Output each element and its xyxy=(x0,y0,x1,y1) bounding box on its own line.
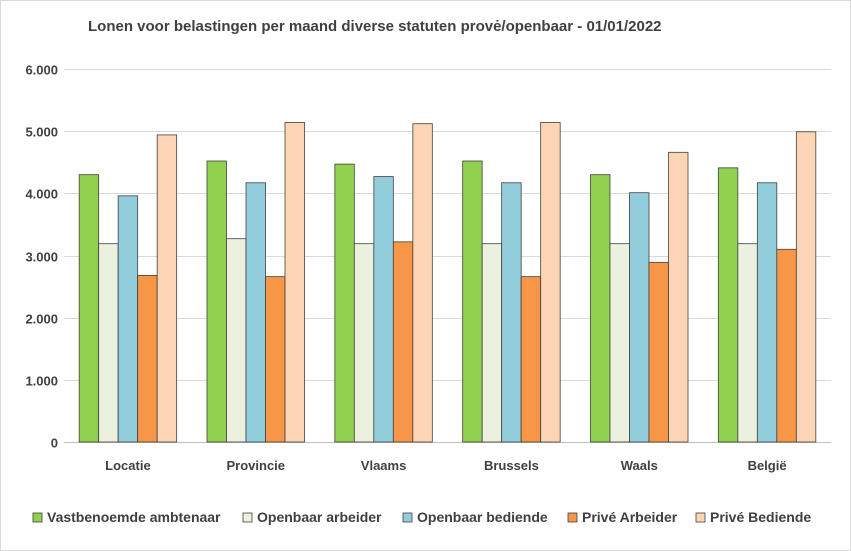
legend-label: Vastbenoemde ambtenaar xyxy=(47,509,221,525)
bar xyxy=(648,261,669,443)
legend-label: Privé Arbeider xyxy=(582,509,678,525)
bar xyxy=(737,243,758,443)
y-tick-label: 1.000 xyxy=(25,374,58,389)
gridlines xyxy=(64,69,831,443)
bar xyxy=(520,276,542,443)
y-tick-label: 0 xyxy=(51,436,58,451)
bar xyxy=(776,248,797,443)
legend-label: Openbaar bediende xyxy=(417,509,548,525)
y-tick-label: 2.000 xyxy=(25,312,58,327)
x-category-label: Vlaams xyxy=(361,458,407,473)
y-tick-label: 5.000 xyxy=(25,125,58,140)
legend: Vastbenoemde ambtenaar Openbaar arbeider O… xyxy=(32,509,811,525)
bar xyxy=(540,122,561,443)
bar xyxy=(137,274,158,443)
legend-label: Privé Bediende xyxy=(710,509,811,525)
legend-swatch xyxy=(32,512,43,523)
bar xyxy=(265,276,286,443)
bar xyxy=(717,167,739,443)
x-category-label: Brussels xyxy=(484,458,539,473)
y-tick-label: 4.000 xyxy=(25,187,58,202)
bar xyxy=(462,160,483,443)
bar xyxy=(245,182,266,443)
bar xyxy=(668,151,689,443)
legend-swatch xyxy=(695,512,706,523)
bar xyxy=(501,182,522,443)
bar xyxy=(481,243,503,443)
legend-swatch xyxy=(567,512,578,523)
y-tick-label: 6.000 xyxy=(25,63,58,78)
bar xyxy=(795,131,817,443)
bar xyxy=(78,174,100,443)
x-category-label: België xyxy=(748,458,787,473)
legend-label: Openbaar arbeider xyxy=(257,509,382,525)
bars xyxy=(78,122,817,443)
bar xyxy=(206,160,227,443)
x-category-label: Locatie xyxy=(105,458,151,473)
legend-swatch xyxy=(402,512,413,523)
bar xyxy=(756,182,778,443)
y-tick-label: 3.000 xyxy=(25,250,58,265)
chart-title: Lonen voor belastingen per maand diverse… xyxy=(88,18,662,35)
bar xyxy=(412,123,433,443)
bar xyxy=(373,176,394,443)
bar xyxy=(98,243,119,443)
bar xyxy=(284,122,305,443)
legend-swatch xyxy=(242,512,253,523)
bar xyxy=(156,134,178,443)
bar xyxy=(629,192,650,443)
x-category-label: Waals xyxy=(621,458,658,473)
bar xyxy=(117,195,139,443)
bar xyxy=(226,238,247,443)
y-axis-tick-labels: 0 1.000 2.000 3.000 4.000 5.000 6.000 xyxy=(25,63,58,451)
bar xyxy=(334,163,355,443)
bar xyxy=(609,243,630,443)
x-axis-category-labels: Locatie Provincie Vlaams Brussels Waals Belgi… xyxy=(105,458,786,473)
bar xyxy=(590,174,611,443)
x-category-label: Provincie xyxy=(226,458,285,473)
bar xyxy=(353,243,375,443)
bar xyxy=(392,241,414,443)
